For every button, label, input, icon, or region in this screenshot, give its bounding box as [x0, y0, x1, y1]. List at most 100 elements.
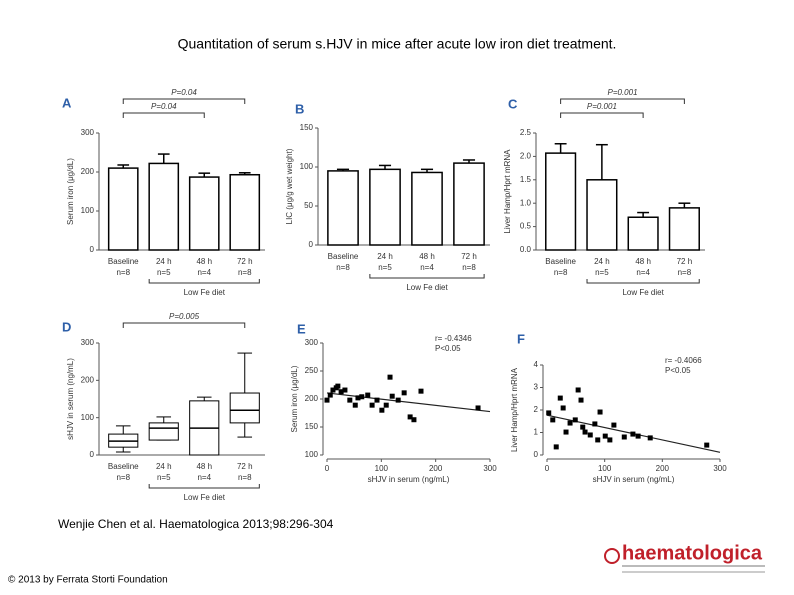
point [335, 383, 341, 389]
point [647, 435, 653, 441]
y-tick-label: 0.0 [520, 245, 532, 254]
y-tick-label: 100 [81, 206, 95, 215]
point [407, 414, 413, 420]
point [327, 392, 333, 398]
sig-bracket [122, 112, 205, 118]
point [560, 405, 566, 411]
group-bracket [369, 274, 485, 279]
sig-label: P=0.001 [587, 102, 617, 111]
point [365, 392, 371, 398]
group-bracket [148, 484, 260, 489]
y-tick-label: 0 [90, 450, 95, 459]
x-tick-label: 48 h [196, 257, 212, 266]
point [546, 410, 552, 416]
copyright: © 2013 by Ferrata Storti Foundation [8, 575, 168, 586]
x-tick-label: 48 h [196, 462, 212, 471]
bar [545, 152, 577, 251]
y-tick-label: 0.5 [520, 222, 532, 231]
group-label: Low Fe diet [622, 288, 664, 297]
point [374, 397, 380, 403]
bar [627, 216, 659, 251]
bar [411, 171, 443, 246]
x-tick-label: 100 [598, 464, 612, 473]
point [395, 397, 401, 403]
n-label: n=8 [116, 473, 130, 482]
group-bracket [148, 279, 260, 284]
bar [586, 179, 618, 251]
point [475, 405, 481, 411]
point [352, 402, 358, 408]
y-axis-label: LIC (μg/g wet weight) [285, 148, 294, 224]
point [572, 417, 578, 423]
x-tick-label: 24 h [377, 252, 393, 261]
point [563, 429, 569, 435]
y-tick-label: 2.0 [520, 152, 532, 161]
point [557, 395, 563, 401]
x-tick-label: 24 h [594, 257, 610, 266]
point [582, 429, 588, 435]
n-label: n=5 [595, 268, 609, 277]
n-label: n=8 [462, 263, 476, 272]
n-label: n=5 [157, 473, 171, 482]
point [607, 437, 613, 443]
y-tick-label: 2 [534, 405, 539, 414]
y-tick-label: 1.0 [520, 198, 532, 207]
n-label: n=8 [554, 268, 568, 277]
x-tick-label: 48 h [635, 257, 651, 266]
sig-label: P=0.04 [151, 102, 177, 111]
citation: Wenjie Chen et al. Haematologica 2013;98… [58, 517, 334, 531]
x-tick-label: 72 h [677, 257, 693, 266]
y-tick-label: 200 [81, 167, 95, 176]
point [389, 393, 395, 399]
logo: haematologica [622, 542, 763, 564]
x-tick-label: 300 [483, 464, 497, 473]
point [621, 434, 627, 440]
point [347, 397, 353, 403]
stat-label: r= -0.4066 [665, 356, 702, 365]
point [401, 390, 407, 396]
y-tick-label: 0 [90, 245, 95, 254]
x-axis-label: sHJV in serum (ng/mL) [368, 475, 450, 484]
group-bracket [586, 279, 700, 284]
point [359, 394, 365, 400]
x-tick-label: 200 [656, 464, 670, 473]
point [587, 432, 593, 438]
sig-label: P=0.04 [171, 88, 197, 97]
y-tick-label: 250 [305, 366, 319, 375]
box [148, 422, 179, 441]
point [575, 387, 581, 393]
point [595, 437, 601, 443]
y-axis-label: Serum iron (μg/dL) [290, 365, 299, 432]
stat-label: r= -0.4346 [435, 334, 472, 343]
x-tick-label: Baseline [328, 252, 359, 261]
point [387, 374, 393, 380]
group-label: Low Fe diet [184, 288, 226, 297]
y-axis-label: Serum iron (μg/dL) [66, 158, 75, 225]
y-tick-label: 200 [305, 394, 319, 403]
point [567, 420, 573, 426]
bar [188, 176, 220, 251]
point [704, 442, 710, 448]
group-label: Low Fe diet [184, 493, 226, 502]
x-tick-label: 24 h [156, 257, 172, 266]
n-label: n=8 [336, 263, 350, 272]
point [630, 431, 636, 437]
sig-bracket [560, 112, 644, 118]
sig-label: P=0.001 [607, 88, 637, 97]
sig-label: P=0.005 [169, 312, 200, 321]
panel-letter: A [62, 95, 72, 110]
point [550, 417, 556, 423]
point [602, 433, 608, 439]
bar [148, 162, 180, 251]
point [578, 397, 584, 403]
x-tick-label: 0 [545, 464, 550, 473]
point [383, 402, 389, 408]
point [355, 395, 361, 401]
y-tick-label: 300 [81, 338, 95, 347]
panel-letter: E [297, 321, 306, 336]
n-label: n=8 [238, 473, 252, 482]
x-tick-label: 72 h [237, 462, 253, 471]
panel-letter: C [508, 96, 518, 111]
